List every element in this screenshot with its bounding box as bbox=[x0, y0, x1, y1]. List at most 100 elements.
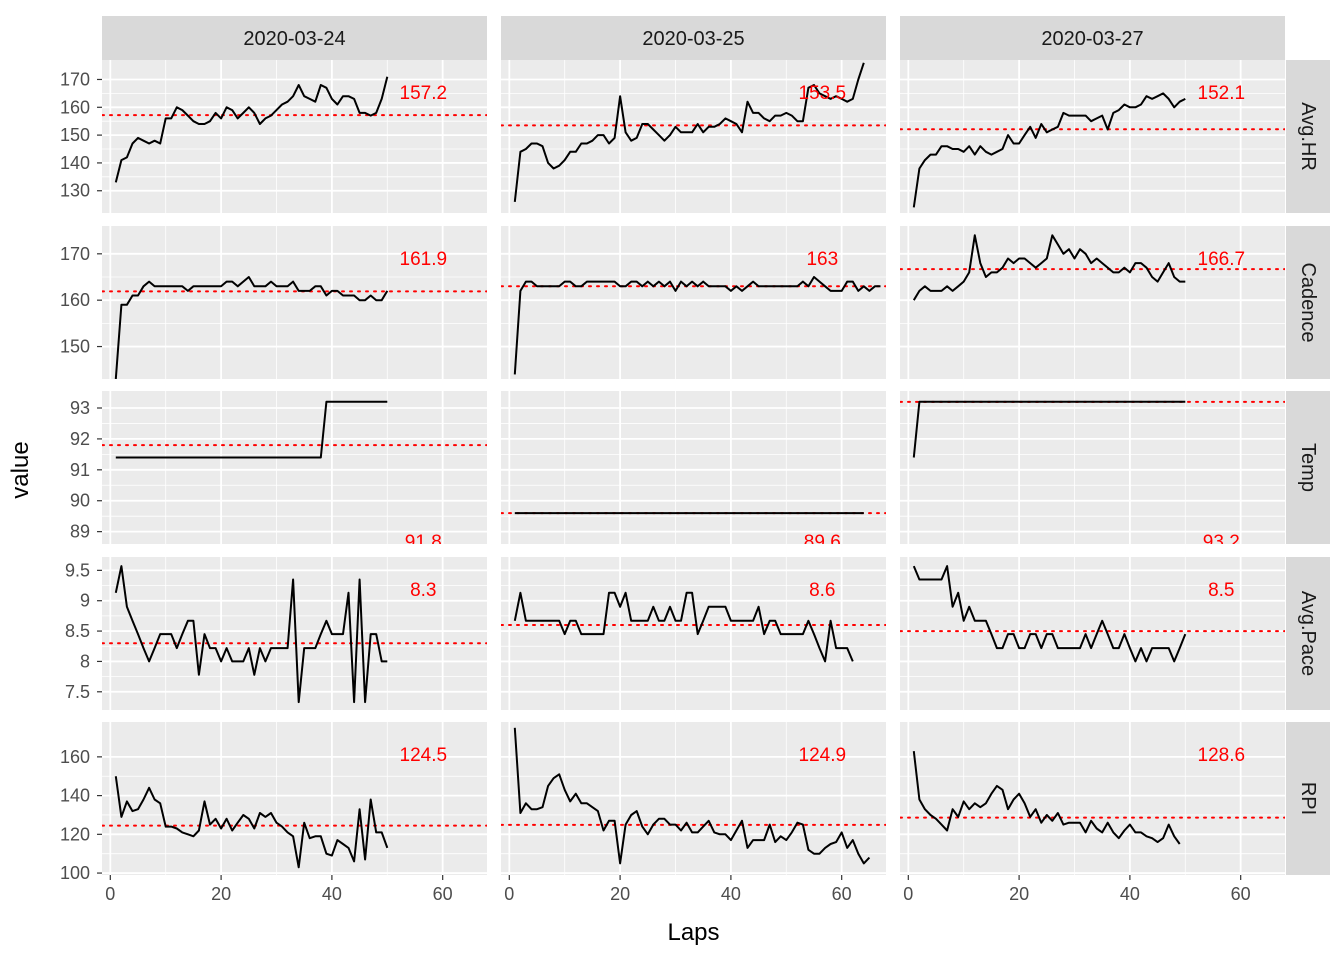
y-tick-label: 91 bbox=[70, 460, 90, 480]
mean-value-label: 166.7 bbox=[1198, 249, 1246, 270]
mean-value-label: 153.5 bbox=[799, 83, 847, 104]
x-tick-label: 60 bbox=[433, 884, 453, 904]
mean-value-label: 91.8 bbox=[405, 532, 442, 553]
x-tick-label: 0 bbox=[504, 884, 514, 904]
series-line bbox=[912, 400, 1186, 458]
y-axis-title: value bbox=[7, 441, 34, 498]
facet-panel: 161.9 bbox=[102, 226, 487, 379]
y-tick-label: 9 bbox=[80, 591, 90, 611]
series-line bbox=[912, 234, 1186, 301]
panel-background bbox=[900, 722, 1285, 875]
row-strip-label: Cadence bbox=[1297, 262, 1319, 342]
x-tick-label: 0 bbox=[105, 884, 115, 904]
mean-value-label: 152.1 bbox=[1198, 83, 1246, 104]
x-tick-label: 60 bbox=[832, 884, 852, 904]
y-tick-label: 89 bbox=[70, 522, 90, 542]
facet-panel: 153.5 bbox=[501, 60, 886, 213]
y-tick-label: 93 bbox=[70, 398, 90, 418]
series-line bbox=[115, 400, 388, 459]
panel-background bbox=[900, 391, 1285, 544]
y-tick-label: 120 bbox=[60, 824, 90, 844]
y-tick-label: 8 bbox=[80, 651, 90, 671]
mean-value-label: 161.9 bbox=[400, 249, 448, 270]
facet-panel: 124.5 bbox=[102, 722, 487, 875]
row-strip-label: Avg.Pace bbox=[1297, 591, 1319, 676]
panel-background bbox=[501, 60, 886, 213]
facet-panel: 163 bbox=[501, 226, 886, 379]
mean-value-label: 8.6 bbox=[809, 580, 835, 601]
row-strip bbox=[1286, 722, 1330, 875]
series-line bbox=[513, 276, 881, 375]
facet-panel: 8.3 bbox=[102, 557, 487, 710]
panel-background bbox=[501, 226, 886, 379]
row-strip bbox=[1286, 226, 1330, 379]
y-tick-label: 7.5 bbox=[65, 682, 90, 702]
x-tick-label: 40 bbox=[721, 884, 741, 904]
column-strip-label: 2020-03-24 bbox=[243, 28, 345, 50]
mean-value-label: 93.2 bbox=[1203, 532, 1240, 553]
column-strip-label: 2020-03-25 bbox=[642, 28, 744, 50]
panel-background bbox=[900, 60, 1285, 213]
x-tick-label: 0 bbox=[903, 884, 913, 904]
facet-panel: 91.8 bbox=[102, 391, 487, 553]
series-line bbox=[513, 591, 854, 663]
column-strip bbox=[102, 16, 487, 60]
row-strip bbox=[1286, 557, 1330, 710]
series-line bbox=[912, 750, 1181, 845]
y-tick-label: 140 bbox=[60, 153, 90, 173]
facet-panel: 124.9 bbox=[501, 722, 886, 875]
y-tick-label: 90 bbox=[70, 491, 90, 511]
series-line bbox=[114, 565, 388, 704]
mean-value-label: 8.5 bbox=[1208, 580, 1234, 601]
facet-panel: 166.7 bbox=[900, 226, 1285, 379]
x-tick-label: 40 bbox=[1120, 884, 1140, 904]
mean-value-label: 124.9 bbox=[799, 745, 847, 766]
mean-value-label: 157.2 bbox=[400, 83, 448, 104]
y-tick-label: 100 bbox=[60, 863, 90, 883]
y-tick-label: 140 bbox=[60, 786, 90, 806]
facet-panel: 89.6 bbox=[501, 391, 886, 553]
x-tick-label: 60 bbox=[1231, 884, 1251, 904]
y-tick-label: 150 bbox=[60, 125, 90, 145]
facet-panel: 8.5 bbox=[900, 557, 1285, 710]
panel-background bbox=[102, 60, 487, 213]
column-strip bbox=[900, 16, 1285, 60]
y-tick-label: 170 bbox=[60, 244, 90, 264]
facet-panel: 93.2 bbox=[900, 391, 1285, 553]
facet-panel: 8.6 bbox=[501, 557, 886, 710]
mean-value-label: 124.5 bbox=[400, 745, 448, 766]
row-strip-label: Temp bbox=[1297, 443, 1319, 492]
row-strip bbox=[1286, 60, 1330, 213]
series-line bbox=[114, 276, 389, 379]
y-tick-label: 9.5 bbox=[65, 560, 90, 580]
y-tick-label: 170 bbox=[60, 69, 90, 89]
mean-value-label: 163 bbox=[806, 249, 838, 270]
panel-background bbox=[102, 391, 487, 544]
panel-background bbox=[900, 226, 1285, 379]
row-strip-label: RPI bbox=[1297, 782, 1319, 815]
x-tick-label: 40 bbox=[322, 884, 342, 904]
mean-value-label: 8.3 bbox=[410, 580, 436, 601]
x-tick-label: 20 bbox=[1009, 884, 1029, 904]
series-line bbox=[114, 76, 389, 183]
y-tick-label: 160 bbox=[60, 747, 90, 767]
y-tick-label: 160 bbox=[60, 97, 90, 117]
panel-background bbox=[900, 557, 1285, 710]
x-tick-label: 20 bbox=[211, 884, 231, 904]
x-axis-title: Laps bbox=[667, 919, 719, 946]
facet-panel: 152.1 bbox=[900, 60, 1285, 213]
column-strip-label: 2020-03-27 bbox=[1041, 28, 1143, 50]
series-line bbox=[513, 727, 871, 865]
mean-value-label: 128.6 bbox=[1198, 745, 1246, 766]
panel-background bbox=[501, 722, 886, 875]
y-tick-label: 130 bbox=[60, 181, 90, 201]
y-tick-label: 92 bbox=[70, 429, 90, 449]
row-strip bbox=[1286, 391, 1330, 544]
facet-panel: 128.6 bbox=[900, 722, 1285, 875]
y-tick-label: 150 bbox=[60, 337, 90, 357]
facet-panel: 157.2 bbox=[102, 60, 487, 213]
mean-value-label: 89.6 bbox=[804, 532, 841, 553]
series-line bbox=[114, 776, 389, 869]
x-tick-label: 20 bbox=[610, 884, 630, 904]
